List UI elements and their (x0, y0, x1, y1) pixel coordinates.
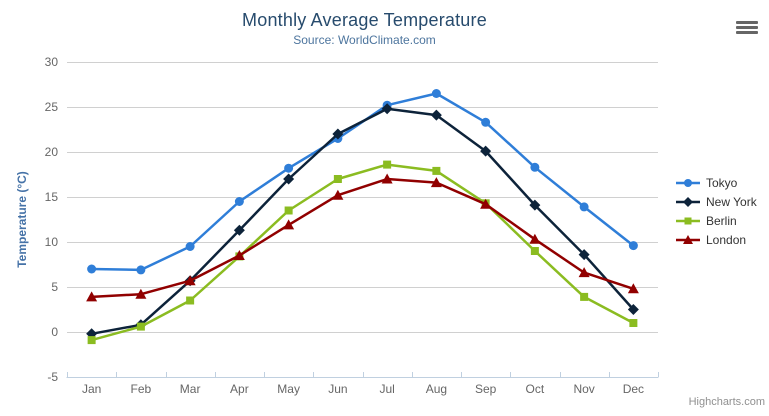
y-axis-title: Temperature (°C) (15, 171, 29, 268)
point-new-york-Dec[interactable] (627, 304, 639, 315)
point-london-Feb[interactable] (135, 288, 147, 299)
x-tick-label: Aug (426, 382, 447, 396)
legend-label: Tokyo (706, 176, 738, 190)
point-new-york-May[interactable] (283, 173, 295, 185)
legend-label: Berlin (706, 214, 737, 228)
point-london-Nov[interactable] (578, 267, 590, 278)
series-new-york (86, 103, 639, 340)
hamburger-menu-icon (736, 31, 758, 34)
chart-title: Monthly Average Temperature (242, 10, 487, 30)
legend-item-london[interactable]: London (676, 233, 757, 247)
point-berlin-Oct[interactable] (530, 247, 539, 255)
hamburger-menu-icon (736, 26, 758, 29)
point-new-york-Aug[interactable] (430, 109, 442, 121)
point-new-york-Jul[interactable] (381, 103, 393, 115)
circle-marker-icon (676, 179, 700, 187)
point-new-york-Nov[interactable] (578, 249, 590, 261)
point-london-Dec[interactable] (627, 283, 639, 294)
x-tick-label: Sep (475, 382, 497, 396)
y-tick-label: 5 (51, 280, 58, 294)
x-tick-label: Oct (526, 382, 545, 396)
y-tick-label: -5 (47, 370, 58, 384)
point-tokyo-Dec[interactable] (628, 241, 638, 251)
series-tokyo (87, 89, 638, 275)
legend-item-berlin[interactable]: Berlin (676, 214, 757, 228)
point-tokyo-Oct[interactable] (530, 162, 540, 172)
point-london-Jun[interactable] (332, 189, 344, 200)
legend-item-tokyo[interactable]: Tokyo (676, 176, 757, 190)
legend-label: London (706, 233, 747, 247)
point-berlin-Nov[interactable] (580, 292, 589, 301)
point-london-Jul[interactable] (381, 173, 393, 184)
point-tokyo-Apr[interactable] (234, 197, 244, 206)
y-axis-labels: -5 0 5 10 15 20 25 30 (45, 55, 59, 384)
point-new-york-Oct[interactable] (529, 199, 541, 211)
y-tick-label: 0 (51, 325, 58, 339)
square-marker-icon (676, 217, 700, 225)
y-tick-label: 30 (45, 55, 59, 69)
triangle-marker-icon (676, 235, 700, 244)
point-berlin-Jan[interactable] (87, 336, 96, 345)
chart-subtitle: Source: WorldClimate.com (293, 33, 436, 47)
point-berlin-Aug[interactable] (432, 166, 441, 175)
point-london-Aug[interactable] (430, 177, 442, 188)
gridlines (67, 62, 658, 378)
legend-label: New York (706, 195, 757, 209)
point-tokyo-May[interactable] (284, 163, 294, 173)
y-tick-label: 20 (45, 145, 59, 159)
x-tick-label: Jul (379, 382, 394, 396)
x-axis (66, 372, 659, 378)
legend-item-new-york[interactable]: New York (676, 195, 757, 209)
point-london-Sep[interactable] (480, 198, 492, 209)
x-tick-label: Apr (230, 382, 249, 396)
point-london-Apr[interactable] (233, 250, 245, 260)
x-tick-label: May (277, 382, 300, 396)
credits-link[interactable]: Highcharts.com (688, 396, 765, 408)
x-tick-label: Feb (131, 382, 152, 396)
point-london-May[interactable] (283, 219, 295, 230)
point-tokyo-Nov[interactable] (579, 202, 589, 212)
x-tick-label: Jun (328, 382, 347, 396)
x-tick-label: Jan (82, 382, 101, 396)
point-tokyo-Aug[interactable] (431, 89, 441, 98)
point-london-Jan[interactable] (86, 291, 98, 302)
export-menu-button[interactable] (734, 19, 760, 36)
diamond-marker-icon (676, 197, 700, 207)
y-tick-label: 10 (45, 235, 59, 249)
x-axis-labels: Jan Feb Mar Apr May Jun Jul Aug Sep Oct Nov Dec (82, 382, 644, 396)
x-tick-label: Nov (573, 382, 594, 396)
point-berlin-Dec[interactable] (629, 319, 638, 327)
hamburger-menu-icon (736, 21, 758, 24)
y-tick-label: 15 (45, 190, 59, 204)
point-berlin-Jun[interactable] (333, 175, 342, 183)
point-tokyo-Jan[interactable] (87, 264, 97, 274)
point-berlin-Jul[interactable] (383, 160, 392, 169)
point-london-Mar[interactable] (184, 275, 196, 286)
point-tokyo-Sep[interactable] (481, 117, 491, 127)
legend: Tokyo New York Berlin London (676, 176, 757, 247)
point-berlin-Feb[interactable] (136, 322, 145, 331)
x-tick-label: Mar (180, 382, 201, 396)
point-berlin-Mar[interactable] (186, 296, 195, 305)
point-new-york-Sep[interactable] (480, 145, 492, 157)
point-new-york-Apr[interactable] (233, 224, 245, 236)
point-tokyo-Feb[interactable] (136, 265, 146, 275)
point-tokyo-Mar[interactable] (185, 242, 195, 251)
point-london-Oct[interactable] (529, 233, 541, 244)
y-tick-label: 25 (45, 100, 59, 114)
point-berlin-May[interactable] (284, 206, 293, 215)
point-new-york-Jun[interactable] (332, 128, 344, 140)
series-london (86, 173, 639, 302)
x-tick-label: Dec (623, 382, 644, 396)
